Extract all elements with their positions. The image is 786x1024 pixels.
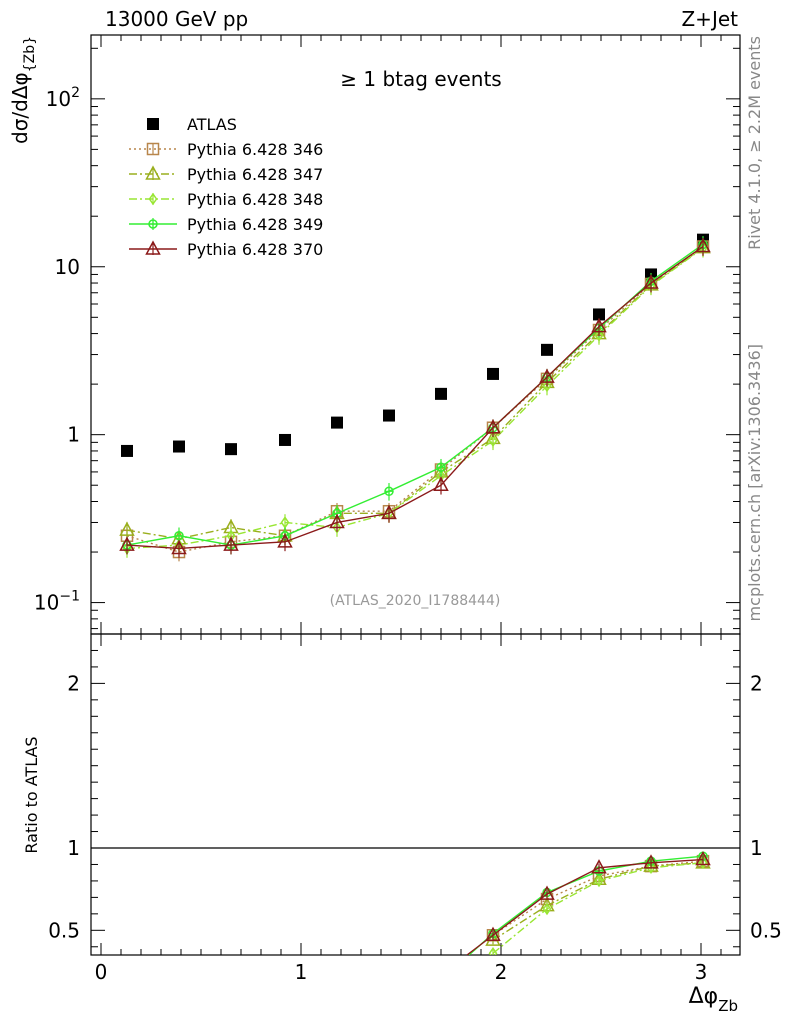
- ratio-series-2-point: [698, 856, 708, 870]
- series-0-point: [121, 444, 133, 457]
- series-3-line: [126, 247, 704, 550]
- x-tick-label: 3: [695, 960, 708, 984]
- series-5-point: [433, 476, 449, 491]
- legend-marker: [145, 165, 161, 180]
- main-ytick-label: 10−1: [34, 589, 80, 615]
- series-5-point: [223, 536, 239, 551]
- ratio-series-4-point: [643, 854, 659, 869]
- legend-entry: Pythia 6.428 349: [129, 215, 323, 234]
- legend-label: Pythia 6.428 348: [187, 190, 323, 209]
- legend-entry: Pythia 6.428 348: [129, 190, 323, 209]
- ratio-series-4-line: [466, 858, 704, 955]
- main-panel: 10−1 1 10 102 dσ/dΔφ{Zb} ≥ 1 btag events (ATLA…: [8, 34, 741, 635]
- ratio-series-4-point: [695, 850, 711, 866]
- series-5-point: [381, 504, 397, 520]
- series-4-line: [126, 243, 704, 546]
- series-0-point: [225, 443, 237, 456]
- series-0-point: [541, 343, 553, 356]
- legend-entry: Pythia 6.428 370: [129, 240, 323, 259]
- series-5-line: [126, 245, 704, 550]
- ratio-ytick-label-right: 1: [750, 836, 763, 860]
- series-0-point: [331, 416, 343, 429]
- ratio-ytick-label-left: 0.5: [48, 918, 80, 942]
- series-0-point: [383, 409, 395, 422]
- legend-label: ATLAS: [187, 115, 237, 134]
- plot-title: ≥ 1 btag events: [340, 67, 501, 91]
- legend-entry: Pythia 6.428 347: [129, 165, 323, 184]
- main-y-axis-label: dσ/dΔφ{Zb}: [8, 36, 38, 144]
- ratio-data-group: [466, 850, 711, 955]
- series-0-point: [593, 308, 605, 321]
- header-energy-label: 13000 GeV pp: [105, 7, 248, 31]
- legend-marker: [146, 142, 160, 156]
- main-ytick-label: 10: [55, 255, 80, 279]
- ratio-series-2-point: [646, 861, 656, 875]
- ratio-frame: [90, 633, 741, 956]
- main-ytick-label: 1: [67, 423, 80, 447]
- series-3-point: [488, 434, 498, 448]
- series-5-point: [539, 368, 555, 383]
- series-3-point: [594, 329, 604, 342]
- legend-entry: Pythia 6.428 346: [129, 140, 323, 159]
- series-5-point: [171, 539, 187, 555]
- ratio-series-4-point: [539, 885, 555, 900]
- series-5-point: [277, 533, 293, 548]
- ratio-ytick-label-left: 1: [67, 836, 80, 860]
- series-0-point: [173, 440, 185, 453]
- ratio-series-1-point: [485, 931, 501, 946]
- legend-label: Pythia 6.428 346: [187, 140, 323, 159]
- ratio-series-3-line: [468, 855, 704, 955]
- header-process-label: Z+Jet: [681, 7, 738, 31]
- legend-marker: [147, 118, 159, 130]
- legend-entry: ATLAS: [147, 115, 237, 134]
- series-0-point: [435, 387, 447, 400]
- ratio-series-2-point: [488, 947, 498, 955]
- legend-marker: [145, 240, 161, 255]
- series-5-point: [695, 237, 711, 253]
- series-1-line: [126, 245, 704, 553]
- series-5-point: [643, 274, 659, 289]
- series-3-point: [332, 521, 342, 534]
- ratio-y-axis-label: Ratio to ATLAS: [22, 736, 41, 853]
- ratio-ytick-label-right: 2: [750, 671, 763, 695]
- main-ytick-label: 102: [46, 85, 80, 111]
- series-0-point: [279, 433, 291, 446]
- main-data-group: [119, 233, 711, 562]
- series-5-point: [591, 318, 607, 333]
- x-axis-label: ΔφZb: [689, 984, 738, 1015]
- ratio-series-4-point: [485, 926, 501, 941]
- series-5-point: [329, 513, 345, 529]
- ratio-ytick-label-left: 2: [67, 671, 80, 695]
- mcplots-reference-label: mcplots.cern.ch [arXiv:1306.3436]: [745, 344, 764, 621]
- series-5-point: [119, 536, 135, 551]
- legend-label: Pythia 6.428 370: [187, 240, 323, 259]
- series-3-point: [280, 516, 290, 529]
- rivet-version-label: Rivet 4.1.0, ≥ 2.2M events: [745, 36, 764, 250]
- legend-marker: [148, 192, 158, 206]
- series-0-point: [487, 367, 499, 380]
- ratio-series-2-point: [542, 902, 552, 916]
- x-tick-label: 2: [495, 960, 508, 984]
- series-3-point: [542, 379, 552, 393]
- legend-label: Pythia 6.428 347: [187, 165, 323, 184]
- ratio-series-1-line: [492, 862, 704, 941]
- ratio-series-4-point: [591, 859, 607, 874]
- legend-label: Pythia 6.428 349: [187, 215, 323, 234]
- ratio-ytick-label-right: 0.5: [750, 918, 782, 942]
- x-tick-label: 1: [295, 960, 308, 984]
- series-2-point: [119, 521, 135, 536]
- x-tick-label: 0: [95, 960, 108, 984]
- series-5-point: [485, 419, 501, 434]
- analysis-label: (ATLAS_2020_I1788444): [330, 593, 501, 609]
- ratio-series-2-point: [594, 874, 604, 888]
- series-2-line: [126, 247, 704, 540]
